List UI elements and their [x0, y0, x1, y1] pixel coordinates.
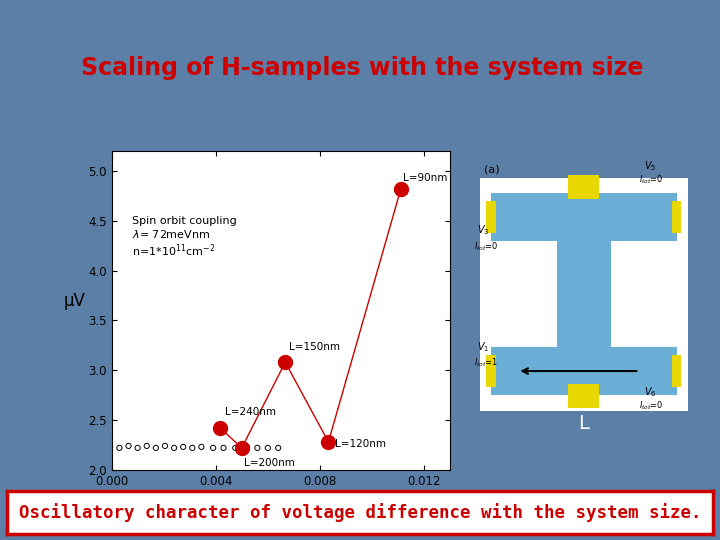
Bar [568, 384, 600, 408]
Point [395, 185, 407, 193]
Point [251, 443, 263, 452]
Text: $V_5$: $V_5$ [644, 159, 656, 173]
Point [241, 443, 253, 451]
Text: Scaling of H-samples with the system size: Scaling of H-samples with the system siz… [81, 56, 644, 80]
Point [272, 443, 284, 452]
Point [122, 442, 134, 450]
Point [262, 443, 274, 452]
Bar [491, 193, 677, 241]
Text: $V_1$: $V_1$ [477, 340, 490, 354]
Point [168, 443, 180, 452]
Text: $V_3$: $V_3$ [477, 223, 490, 237]
Bar [672, 355, 682, 387]
Point [230, 443, 241, 452]
Point [150, 443, 161, 452]
Bar [491, 347, 677, 395]
X-axis label: 1/L [nm]: 1/L [nm] [248, 493, 313, 508]
Point [114, 443, 125, 452]
Point [141, 442, 153, 450]
Point [236, 443, 248, 452]
Bar [486, 355, 496, 387]
Text: L: L [578, 414, 590, 433]
Text: $I_{tot}$=0: $I_{tot}$=0 [474, 240, 499, 253]
Text: L=120nm: L=120nm [335, 439, 386, 449]
Text: (a): (a) [484, 164, 500, 174]
Y-axis label: μV: μV [63, 293, 85, 310]
Point [186, 443, 198, 452]
Text: L=240nm: L=240nm [225, 407, 276, 417]
Point [159, 442, 171, 450]
Point [207, 443, 219, 452]
Text: $V_6$: $V_6$ [644, 385, 657, 399]
Text: Oscillatory character of voltage difference with the system size.: Oscillatory character of voltage differe… [19, 503, 701, 522]
Point [215, 424, 226, 433]
Text: Spin orbit coupling
$\lambda$= 72meVnm
n=1*10$^{11}$cm$^{-2}$: Spin orbit coupling $\lambda$= 72meVnm n… [132, 216, 237, 259]
Text: $I_{tot}$=0: $I_{tot}$=0 [639, 399, 664, 411]
Text: $I_{tot}$=0: $I_{tot}$=0 [639, 174, 664, 186]
Bar [557, 241, 611, 347]
Point [177, 443, 189, 451]
Text: L=150nm: L=150nm [289, 342, 340, 352]
Bar [480, 178, 688, 411]
Bar [486, 201, 496, 233]
Point [217, 443, 229, 452]
Point [279, 358, 291, 367]
Bar [568, 175, 600, 199]
Point [132, 443, 143, 452]
Point [323, 437, 334, 446]
Text: L=90nm: L=90nm [403, 173, 448, 183]
Text: L=200nm: L=200nm [244, 458, 295, 468]
Text: $I_{tot}$=1: $I_{tot}$=1 [474, 357, 498, 369]
Point [196, 443, 207, 451]
Bar [672, 201, 682, 233]
